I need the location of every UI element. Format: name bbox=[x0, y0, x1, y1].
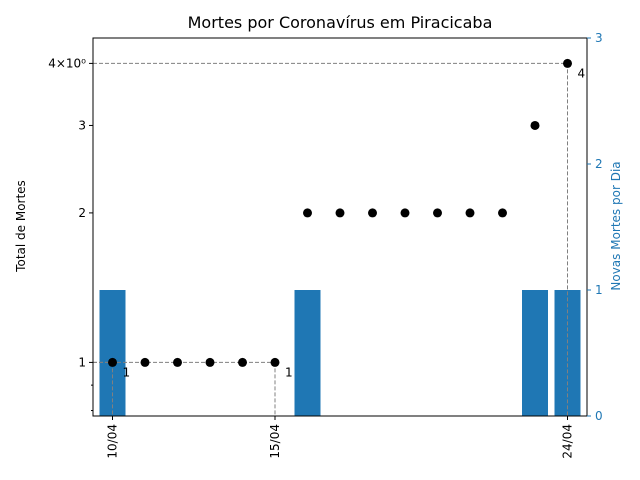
right-tick-label-2: 2 bbox=[595, 157, 603, 171]
left-tick-label-3: 3 bbox=[78, 118, 86, 132]
x-tick-label-24: 24/04 bbox=[561, 424, 575, 459]
annotation-day-15: 1 bbox=[285, 365, 293, 379]
x-tick-label-10: 10/04 bbox=[106, 424, 120, 459]
points-layer bbox=[108, 58, 572, 367]
point-day-22 bbox=[498, 208, 507, 218]
reference-lines-layer bbox=[93, 62, 568, 416]
left-tick-label-1: 1 bbox=[78, 355, 86, 369]
point-day-19 bbox=[400, 208, 410, 218]
point-day-14 bbox=[238, 357, 247, 367]
bar-day-16 bbox=[294, 290, 321, 416]
point-day-21 bbox=[465, 208, 475, 218]
bars-layer bbox=[99, 290, 581, 416]
point-day-16 bbox=[303, 208, 312, 218]
point-day-11 bbox=[140, 357, 150, 367]
bar-day-23 bbox=[522, 290, 548, 416]
point-day-23 bbox=[530, 120, 540, 130]
right-tick-label-3: 3 bbox=[595, 31, 603, 45]
axes-layer: 1 2 3 4×10⁰ 0 1 2 3 10/04 15/04 24/04 bbox=[48, 31, 602, 459]
left-tick-label-2: 2 bbox=[78, 206, 86, 220]
bar-day-10 bbox=[99, 290, 126, 416]
x-tick-label-15: 15/04 bbox=[268, 424, 282, 459]
point-day-20 bbox=[433, 208, 442, 218]
chart-title: Mortes por Coronavírus em Piracicaba bbox=[188, 13, 493, 32]
point-day-17 bbox=[335, 208, 345, 218]
point-day-12 bbox=[173, 357, 182, 367]
annotations-layer: 1 1 4 bbox=[123, 66, 586, 379]
plot-frame bbox=[92, 37, 588, 417]
point-day-18 bbox=[368, 208, 377, 218]
left-tick-label-4: 4×10⁰ bbox=[48, 56, 86, 70]
y-axis-left-label: Total de Mortes bbox=[14, 180, 28, 273]
right-tick-label-1: 1 bbox=[595, 283, 603, 297]
annotation-day-10: 1 bbox=[123, 365, 131, 379]
annotation-day-24: 4 bbox=[578, 66, 586, 80]
point-day-15 bbox=[270, 357, 280, 367]
right-tick-label-0: 0 bbox=[595, 409, 603, 423]
point-day-10 bbox=[108, 357, 117, 367]
point-day-13 bbox=[205, 357, 215, 367]
y-axis-right-label: Novas Mortes por Dia bbox=[609, 161, 623, 290]
point-day-24 bbox=[563, 58, 572, 68]
